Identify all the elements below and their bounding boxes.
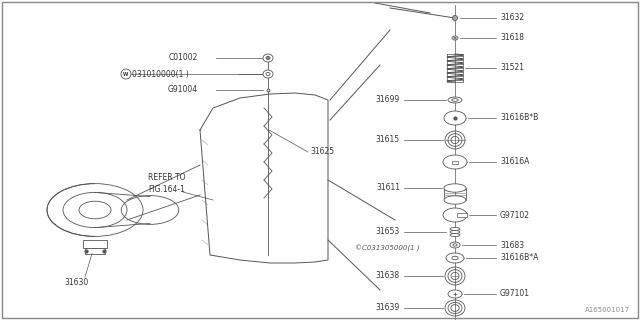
- Ellipse shape: [448, 290, 462, 298]
- Text: 31616A: 31616A: [500, 157, 529, 166]
- Text: G97101: G97101: [500, 290, 530, 299]
- Ellipse shape: [443, 155, 467, 169]
- Text: 31618: 31618: [500, 34, 524, 43]
- Text: 31632: 31632: [500, 13, 524, 22]
- Text: W: W: [124, 71, 129, 76]
- Ellipse shape: [266, 57, 270, 60]
- Ellipse shape: [446, 253, 464, 263]
- Ellipse shape: [444, 184, 466, 192]
- Text: 31616B*A: 31616B*A: [500, 253, 538, 262]
- Ellipse shape: [266, 73, 270, 76]
- Ellipse shape: [443, 208, 467, 222]
- Text: 031010000(1 ): 031010000(1 ): [132, 69, 189, 78]
- Text: REFER TO: REFER TO: [148, 173, 186, 182]
- Text: 31683: 31683: [500, 241, 524, 250]
- Ellipse shape: [263, 54, 273, 62]
- Circle shape: [121, 69, 131, 79]
- Ellipse shape: [452, 99, 458, 101]
- Text: 31638: 31638: [376, 271, 400, 281]
- Ellipse shape: [450, 228, 460, 230]
- Ellipse shape: [444, 111, 466, 125]
- Ellipse shape: [444, 196, 466, 204]
- Ellipse shape: [450, 242, 460, 248]
- Text: A165001017: A165001017: [585, 307, 630, 313]
- Ellipse shape: [452, 36, 458, 40]
- Ellipse shape: [450, 234, 460, 236]
- Text: 31699: 31699: [376, 95, 400, 105]
- Text: G97102: G97102: [500, 211, 530, 220]
- Text: 31630: 31630: [65, 278, 89, 287]
- Ellipse shape: [452, 256, 458, 260]
- Text: 31521: 31521: [500, 63, 524, 73]
- Text: C01002: C01002: [168, 53, 198, 62]
- Ellipse shape: [452, 15, 458, 20]
- Text: 31625: 31625: [310, 148, 334, 156]
- FancyBboxPatch shape: [85, 248, 105, 253]
- Ellipse shape: [448, 97, 462, 103]
- Ellipse shape: [454, 37, 456, 39]
- FancyBboxPatch shape: [452, 161, 458, 164]
- Text: 31615: 31615: [376, 135, 400, 145]
- Ellipse shape: [453, 244, 457, 246]
- FancyBboxPatch shape: [457, 213, 467, 217]
- Text: 31639: 31639: [376, 303, 400, 313]
- Ellipse shape: [450, 230, 460, 234]
- Text: ©C031305000(1 ): ©C031305000(1 ): [355, 244, 420, 252]
- Text: G91004: G91004: [168, 85, 198, 94]
- Ellipse shape: [263, 70, 273, 78]
- FancyBboxPatch shape: [83, 240, 107, 248]
- Text: 31611: 31611: [376, 183, 400, 193]
- Text: 31653: 31653: [376, 228, 400, 236]
- Text: 31616B*B: 31616B*B: [500, 114, 538, 123]
- Text: FIG.164-1: FIG.164-1: [148, 186, 185, 195]
